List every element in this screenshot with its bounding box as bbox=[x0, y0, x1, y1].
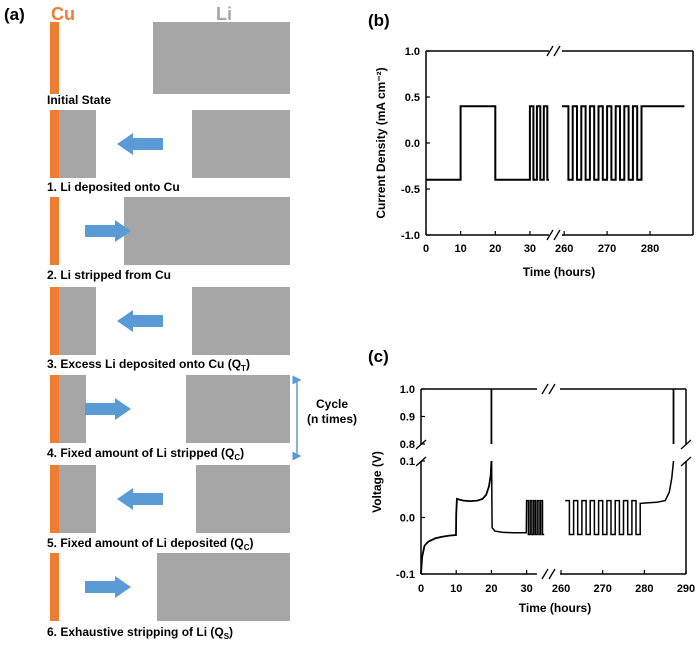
x-tick-label: 270 bbox=[598, 243, 616, 255]
x-tick-label: 20 bbox=[489, 243, 501, 255]
li-electrode bbox=[157, 553, 290, 621]
panel-b-tag: (b) bbox=[368, 11, 390, 30]
y-tick-label: 0.0 bbox=[400, 513, 415, 525]
strip-arrow-icon bbox=[85, 220, 131, 242]
voltage-series-line bbox=[490, 460, 545, 536]
step-label: 2. Li stripped from Cu bbox=[47, 268, 171, 282]
strip-arrow-icon bbox=[85, 576, 131, 598]
axis-break-icon bbox=[553, 45, 561, 57]
voltage-series-line bbox=[420, 460, 493, 575]
axis-break-icon bbox=[548, 568, 556, 580]
x-tick-label: 270 bbox=[594, 583, 612, 595]
step-5: 5. Fixed amount of Li deposited (QC) bbox=[47, 465, 290, 552]
cu-electrode bbox=[50, 287, 59, 355]
y-tick-label: -0.1 bbox=[396, 569, 415, 581]
voltage-series-line bbox=[565, 460, 675, 536]
axis-break-icon bbox=[553, 229, 561, 241]
step-3: 3. Excess Li deposited onto Cu (QT) bbox=[47, 287, 290, 373]
panel-a: (a) Cu Li Initial State 1. Li deposited o… bbox=[4, 4, 357, 641]
cu-electrode bbox=[50, 197, 59, 265]
x-tick-label: 20 bbox=[485, 583, 497, 595]
axis-break-icon bbox=[546, 229, 554, 241]
cycle-count-label: (n times) bbox=[307, 412, 357, 426]
current-density-chart: 1.0 0.5 0.0 -0.5 -1.00 10 20 30 260 270 280 Time (h… bbox=[374, 45, 694, 279]
y-tick-label: 0.1 bbox=[400, 456, 415, 468]
step-1: 1. Li deposited onto Cu bbox=[47, 110, 290, 194]
step-label: 5. Fixed amount of Li deposited (QC) bbox=[47, 536, 253, 552]
x-tick-label: 290 bbox=[677, 583, 695, 595]
x-axis-label: Time (hours) bbox=[519, 601, 591, 615]
li-electrode bbox=[186, 375, 290, 443]
voltage-chart: 1.0 0.9 0.8 0.1 0.0 -0.10 10 20 30 260 270 280 290 Ti… bbox=[370, 383, 695, 615]
x-axis-label: Time (hours) bbox=[523, 265, 595, 279]
axis-break-icon bbox=[680, 439, 692, 450]
step-label: 1. Li deposited onto Cu bbox=[47, 180, 180, 194]
y-tick-label: -0.5 bbox=[401, 184, 420, 196]
li-label: Li bbox=[216, 4, 232, 24]
x-tick-label: 280 bbox=[635, 583, 653, 595]
deposit-arrow-icon bbox=[117, 488, 163, 510]
cu-electrode bbox=[50, 22, 59, 94]
cu-electrode bbox=[50, 110, 59, 178]
axis-break-icon bbox=[541, 383, 549, 395]
y-tick-label: 0.0 bbox=[405, 138, 420, 150]
strip-arrow-icon bbox=[85, 398, 131, 420]
x-tick-label: 30 bbox=[524, 243, 536, 255]
step-0: Initial State bbox=[47, 22, 290, 107]
deposit-arrow-icon bbox=[117, 310, 163, 332]
panel-c-tag: (c) bbox=[368, 347, 389, 366]
y-axis-label: Current Density (mA cm⁻²) bbox=[374, 67, 388, 218]
step-list: Initial State 1. Li deposited onto Cu 2. L… bbox=[47, 22, 290, 641]
step-label: 4. Fixed amount of Li stripped (QC) bbox=[47, 446, 244, 462]
li-electrode bbox=[196, 465, 290, 533]
y-tick-label: 1.0 bbox=[405, 46, 420, 58]
deposited-li bbox=[59, 287, 96, 355]
x-tick-label: 0 bbox=[423, 243, 429, 255]
y-tick-label: 0.5 bbox=[405, 92, 420, 104]
li-electrode bbox=[192, 110, 290, 178]
axis-break-icon bbox=[548, 383, 556, 395]
panel-a-tag: (a) bbox=[4, 5, 25, 24]
x-tick-label: 10 bbox=[450, 583, 462, 595]
panel-c: (c) 1.0 0.9 0.8 0.1 0.0 -0.10 10 20 30 260 270 280 2… bbox=[368, 347, 695, 615]
step-2: 2. Li stripped from Cu bbox=[47, 197, 290, 282]
cu-electrode bbox=[50, 465, 59, 533]
y-tick-label: 0.8 bbox=[400, 439, 415, 451]
y-tick-label: -1.0 bbox=[401, 230, 420, 242]
deposit-arrow-icon bbox=[117, 133, 163, 155]
deposited-li bbox=[59, 465, 96, 533]
x-tick-label: 10 bbox=[455, 243, 467, 255]
li-electrode bbox=[153, 22, 290, 94]
cu-label: Cu bbox=[51, 4, 75, 24]
cu-electrode bbox=[50, 553, 59, 621]
deposited-li bbox=[59, 110, 96, 178]
y-axis-label: Voltage (V) bbox=[370, 451, 384, 513]
step-4: 4. Fixed amount of Li stripped (QC) bbox=[47, 375, 290, 462]
deposited-li bbox=[59, 375, 86, 443]
panel-b: (b) 1.0 0.5 0.0 -0.5 -1.00 10 20 30 260 270 280 Tim… bbox=[368, 11, 694, 279]
cycle-label: Cycle bbox=[316, 397, 348, 411]
y-tick-label: 1.0 bbox=[400, 384, 415, 396]
cu-electrode bbox=[50, 375, 59, 443]
axis-break-icon bbox=[541, 568, 549, 580]
step-label: 6. Exhaustive stripping of Li (QS) bbox=[47, 625, 233, 641]
current-series-line bbox=[426, 105, 549, 181]
step-label: 3. Excess Li deposited onto Cu (QT) bbox=[47, 357, 250, 373]
step-label: Initial State bbox=[47, 93, 111, 107]
li-electrode bbox=[124, 197, 290, 265]
x-tick-label: 30 bbox=[521, 583, 533, 595]
step-6: 6. Exhaustive stripping of Li (QS) bbox=[47, 553, 290, 641]
axis-break-icon bbox=[680, 456, 692, 467]
x-tick-label: 0 bbox=[418, 583, 424, 595]
x-tick-label: 280 bbox=[641, 243, 659, 255]
axis-break-icon bbox=[546, 45, 554, 57]
li-electrode bbox=[192, 287, 290, 355]
x-tick-label: 260 bbox=[552, 583, 570, 595]
current-series-line bbox=[562, 105, 685, 181]
y-tick-label: 0.9 bbox=[400, 412, 415, 424]
x-tick-label: 260 bbox=[555, 243, 573, 255]
